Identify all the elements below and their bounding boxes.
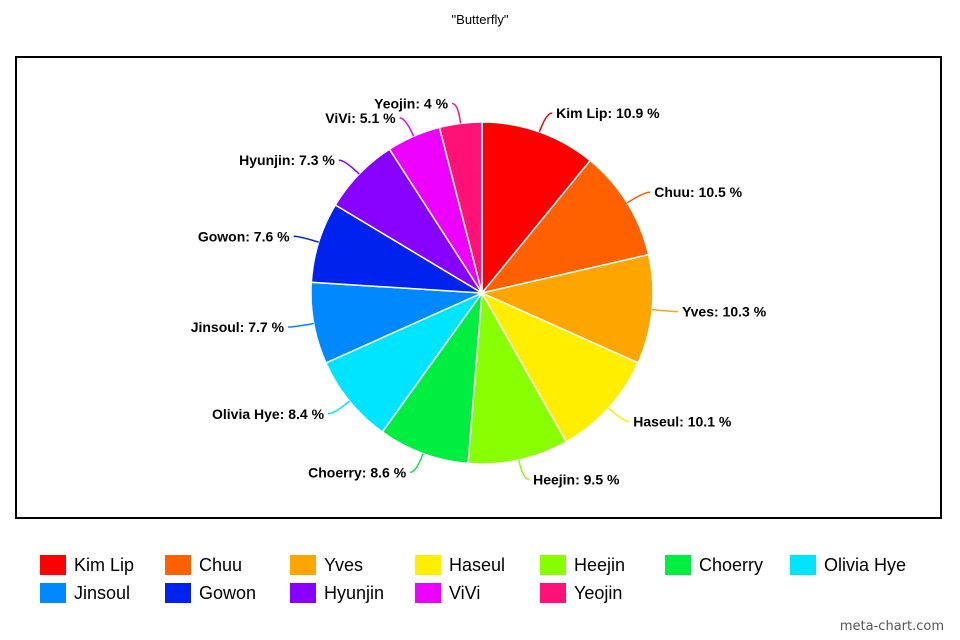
leader-line-kim-lip	[538, 112, 553, 133]
slice-label-choerry: Choerry: 8.6 %	[308, 464, 407, 480]
slice-label-olivia-hye: Olivia Hye: 8.4 %	[212, 406, 325, 422]
leader-line-vivi	[399, 117, 415, 137]
pie-slice-choerry	[381, 290, 483, 465]
legend-swatch	[415, 583, 441, 603]
legend-item-olivia-hye: Olivia Hye	[790, 555, 940, 576]
legend-label: Hyunjin	[324, 582, 385, 603]
slice-label-yves: Yves: 10.3 %	[682, 304, 767, 320]
legend-label: Yves	[324, 554, 364, 575]
legend-label: Yeojin	[574, 582, 623, 603]
pie-slice-chuu	[480, 159, 650, 295]
pie-slice-heejin	[467, 290, 568, 465]
legend-label: Olivia Hye	[824, 554, 907, 575]
legend-label: Chuu	[199, 554, 243, 575]
slice-label-chuu: Chuu: 10.5 %	[654, 184, 742, 200]
leader-line-haseul	[607, 407, 630, 423]
legend-label: Kim Lip	[74, 554, 135, 575]
legend-item-vivi: ViVi	[415, 583, 540, 604]
leader-line-jinsoul	[288, 322, 314, 328]
chart-title: "Butterfly"	[451, 12, 509, 27]
leader-line-yves	[652, 308, 679, 313]
legend-item-kim-lip: Kim Lip	[40, 555, 165, 576]
watermark: meta-chart.com	[839, 619, 944, 634]
legend-swatch	[540, 583, 566, 603]
slice-label-yeojin: Yeojin: 4 %	[374, 96, 448, 112]
legend-label: Gowon	[199, 582, 257, 603]
leader-line-choerry	[410, 453, 424, 474]
leader-line-hyunjin	[338, 159, 360, 175]
pie-slice-olivia-hye	[324, 291, 485, 434]
legend-swatch	[40, 583, 66, 603]
slice-label-gowon: Gowon: 7.6 %	[198, 228, 290, 244]
pie-slice-yves	[479, 253, 654, 364]
legend-row: Jinsoul Gowon Hyunjin ViVi Yeojin	[40, 579, 940, 607]
slice-label-kim-lip: Kim Lip: 10.9 %	[556, 105, 660, 121]
pie-slice-haseul	[480, 291, 640, 443]
pie-slice-kim-lip	[481, 121, 592, 296]
legend-item-yeojin: Yeojin	[540, 583, 665, 604]
legend-label: ViVi	[449, 582, 481, 603]
legend-item-chuu: Chuu	[165, 555, 290, 576]
legend-swatch	[665, 555, 691, 575]
legend-swatch	[40, 555, 66, 575]
legend-label: Choerry	[699, 554, 764, 575]
legend-swatch	[415, 555, 441, 575]
legend-item-jinsoul: Jinsoul	[40, 583, 165, 604]
leader-line-olivia-hye	[327, 400, 351, 415]
legend-label: Heejin	[574, 554, 626, 575]
legend-swatch	[165, 555, 191, 575]
slice-label-hyunjin: Hyunjin: 7.3 %	[239, 152, 335, 168]
legend-swatch	[290, 583, 316, 603]
legend-item-haseul: Haseul	[415, 555, 540, 576]
chart-frame: Kim Lip: 10.9 % Chuu: 10.5 % Yves: 10.3 % H…	[15, 56, 942, 519]
pie-chart: Kim Lip: 10.9 % Chuu: 10.5 % Yves: 10.3 % H…	[191, 96, 767, 488]
slice-label-jinsoul: Jinsoul: 7.7 %	[191, 319, 285, 335]
slice-label-vivi: ViVi: 5.1 %	[325, 110, 396, 126]
legend-swatch	[290, 555, 316, 575]
legend-item-choerry: Choerry	[665, 555, 790, 576]
leader-line-yeojin	[451, 102, 462, 124]
legend-swatch	[790, 555, 816, 575]
legend-label: Haseul	[449, 554, 506, 575]
legend-swatch	[165, 583, 191, 603]
leader-line-heejin	[518, 459, 530, 481]
legend-swatch	[540, 555, 566, 575]
legend-item-gowon: Gowon	[165, 583, 290, 604]
legend-row: Kim Lip Chuu Yves Haseul Heejin Choerry Olivia…	[40, 551, 940, 579]
slice-label-heejin: Heejin: 9.5 %	[533, 472, 620, 488]
legend-item-hyunjin: Hyunjin	[290, 583, 415, 604]
legend-label: Jinsoul	[74, 582, 131, 603]
leader-line-gowon	[293, 235, 319, 243]
legend-item-heejin: Heejin	[540, 555, 665, 576]
legend-item-yves: Yves	[290, 555, 415, 576]
legend: Kim Lip Chuu Yves Haseul Heejin Choerry Olivia…	[40, 551, 940, 607]
slice-label-haseul: Haseul: 10.1 %	[633, 414, 732, 430]
leader-line-chuu	[626, 191, 651, 204]
